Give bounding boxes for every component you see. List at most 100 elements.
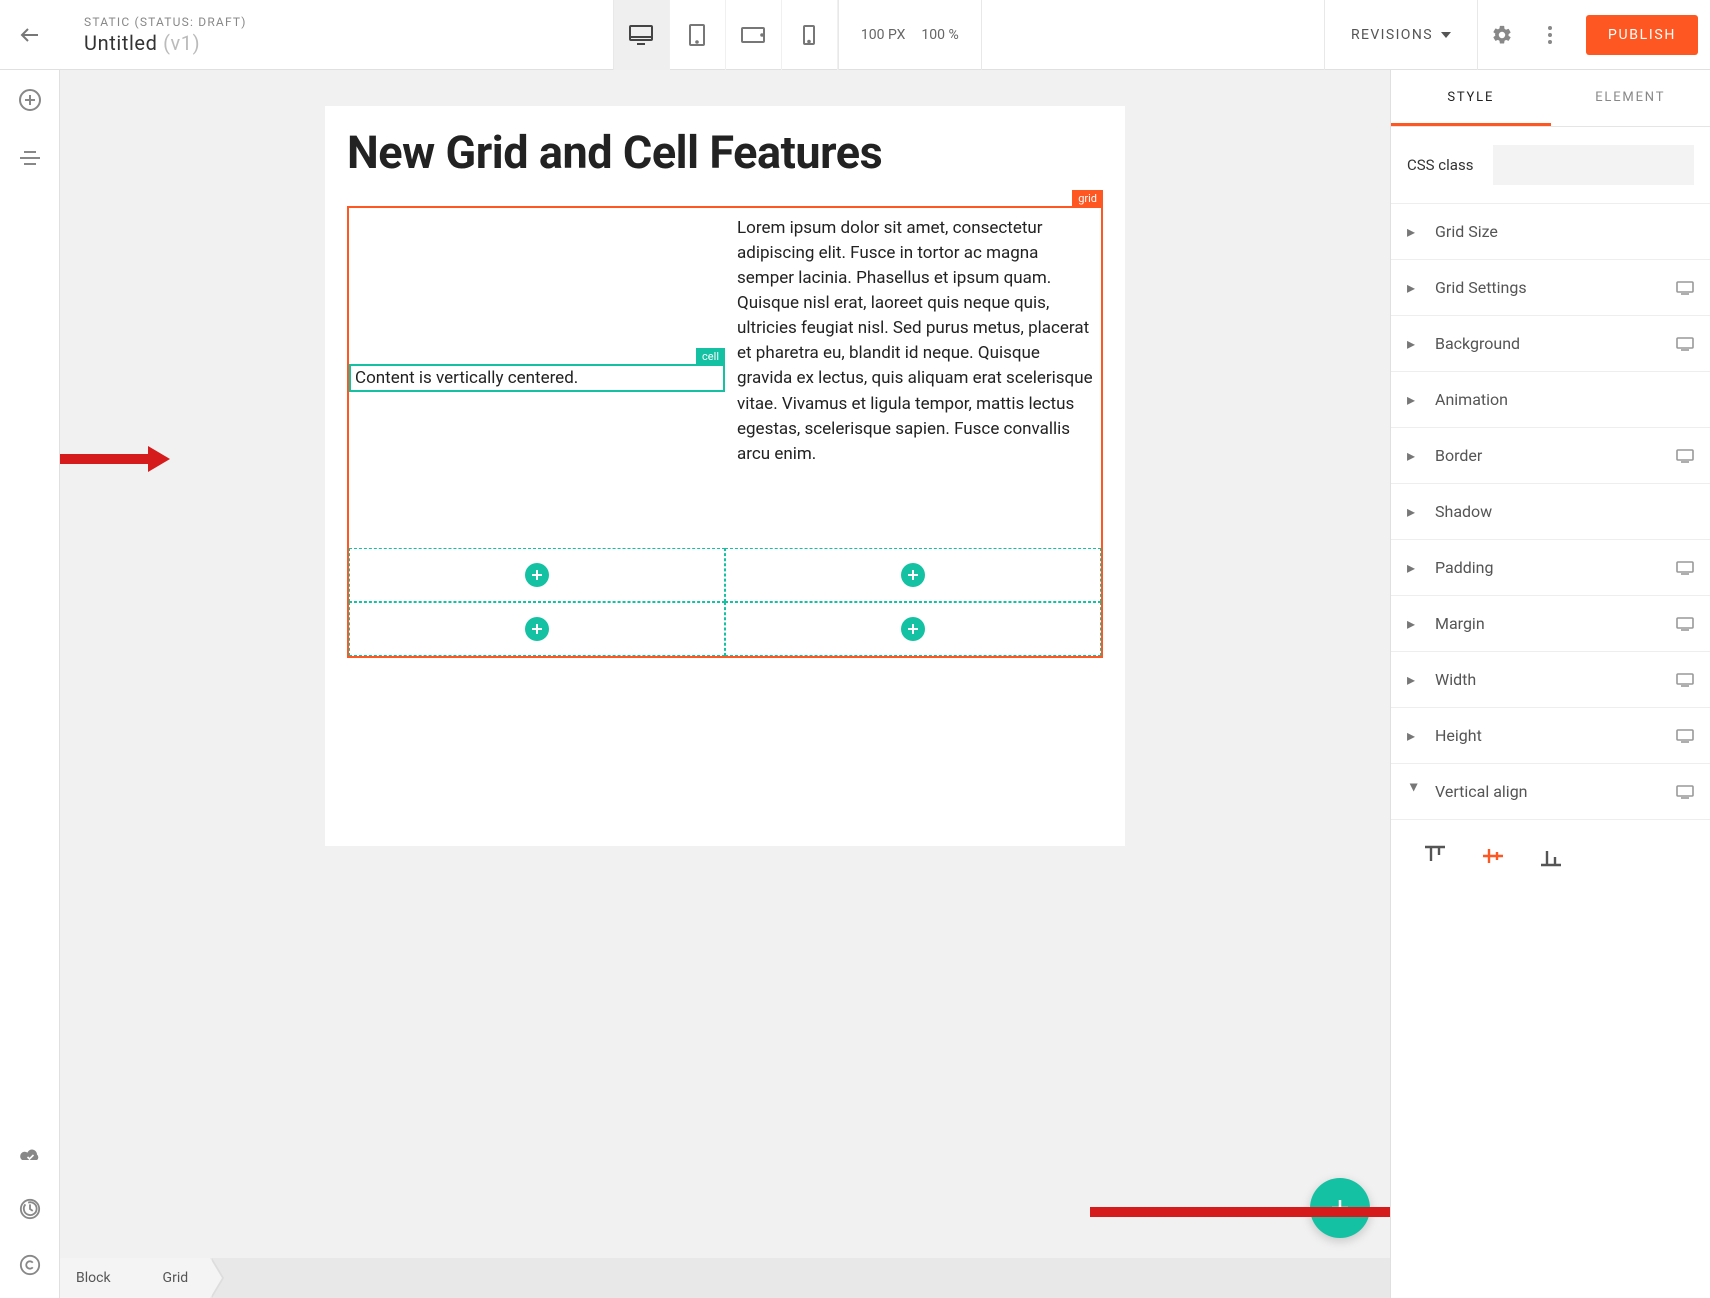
tab-style[interactable]: STYLE xyxy=(1391,70,1551,126)
section-margin[interactable]: ▸ Margin xyxy=(1391,596,1710,652)
css-class-input[interactable] xyxy=(1493,145,1694,185)
grid-element[interactable]: grid cell Content is vertically centered… xyxy=(347,206,1103,658)
plus-icon xyxy=(907,623,919,635)
zoom-info: 100 PX 100 % xyxy=(839,0,982,70)
add-content-button[interactable] xyxy=(525,617,549,641)
caret-down-icon xyxy=(1441,32,1451,38)
section-height[interactable]: ▸ Height xyxy=(1391,708,1710,764)
chevron-right-icon: ▸ xyxy=(1407,222,1423,241)
plus-icon xyxy=(907,569,919,581)
history-icon xyxy=(19,1198,41,1220)
section-grid-settings[interactable]: ▸ Grid Settings xyxy=(1391,260,1710,316)
canvas[interactable]: New Grid and Cell Features grid cell Con… xyxy=(60,70,1390,1258)
device-tablet-portrait-button[interactable] xyxy=(670,0,726,70)
topbar: STATIC (STATUS: DRAFT) Untitled (v1) 100… xyxy=(0,0,1710,70)
centered-text: Content is vertically centered. xyxy=(355,368,719,388)
chevron-right-icon: ▸ xyxy=(1407,390,1423,409)
align-bottom-button[interactable] xyxy=(1537,842,1565,870)
add-content-button[interactable] xyxy=(901,617,925,641)
mobile-icon xyxy=(802,24,816,46)
right-panel: STYLE ELEMENT CSS class ▸ Grid Size ▸ Gr… xyxy=(1390,70,1710,1298)
left-rail xyxy=(0,70,60,1298)
device-indicator-icon xyxy=(1676,785,1694,799)
device-indicator-icon xyxy=(1676,281,1694,295)
publish-button[interactable]: PUBLISH xyxy=(1586,15,1698,55)
plus-icon xyxy=(531,623,543,635)
page-heading: New Grid and Cell Features xyxy=(347,128,1103,178)
align-bottom-icon xyxy=(1540,845,1562,867)
section-background[interactable]: ▸ Background xyxy=(1391,316,1710,372)
empty-cell[interactable] xyxy=(725,602,1101,656)
section-grid-size[interactable]: ▸ Grid Size xyxy=(1391,204,1710,260)
lorem-text: Lorem ipsum dolor sit amet, consectetur … xyxy=(737,218,1093,464)
tab-element[interactable]: ELEMENT xyxy=(1551,70,1710,126)
outline-button[interactable] xyxy=(19,150,41,166)
fab-add-button[interactable] xyxy=(1310,1178,1370,1238)
device-desktop-button[interactable] xyxy=(614,0,670,70)
more-button[interactable] xyxy=(1526,0,1574,70)
back-button[interactable] xyxy=(0,0,60,70)
section-padding[interactable]: ▸ Padding xyxy=(1391,540,1710,596)
add-content-button[interactable] xyxy=(901,563,925,587)
plus-circle-icon xyxy=(18,88,42,112)
history-button[interactable] xyxy=(19,1198,41,1220)
device-indicator-icon xyxy=(1676,617,1694,631)
section-shadow[interactable]: ▸ Shadow xyxy=(1391,484,1710,540)
section-vertical-align[interactable]: ▸ Vertical align xyxy=(1391,764,1710,820)
page: New Grid and Cell Features grid cell Con… xyxy=(325,106,1125,846)
align-middle-button[interactable] xyxy=(1479,842,1507,870)
chevron-right-icon: ▸ xyxy=(1407,614,1423,633)
chevron-right-icon: ▸ xyxy=(1407,558,1423,577)
tablet-landscape-icon xyxy=(740,26,766,44)
chevron-right-icon: ▸ xyxy=(1407,278,1423,297)
page-title: Untitled (v1) xyxy=(84,31,247,55)
css-class-label: CSS class xyxy=(1407,156,1481,174)
grid-cell-right[interactable]: Lorem ipsum dolor sit amet, consectetur … xyxy=(725,208,1101,548)
lines-icon xyxy=(19,150,41,166)
grid-label: grid xyxy=(1072,190,1103,207)
chevron-right-icon: ▸ xyxy=(1407,446,1423,465)
chevron-right-icon: ▸ xyxy=(1407,502,1423,521)
device-indicator-icon xyxy=(1676,561,1694,575)
crumb-block[interactable]: Block xyxy=(60,1258,133,1298)
gear-icon xyxy=(1491,24,1513,46)
chevron-right-icon: ▸ xyxy=(1407,670,1423,689)
align-top-button[interactable] xyxy=(1421,842,1449,870)
device-tablet-landscape-button[interactable] xyxy=(726,0,782,70)
empty-cell[interactable] xyxy=(349,602,725,656)
kebab-icon xyxy=(1548,26,1552,44)
device-indicator-icon xyxy=(1676,673,1694,687)
zoom-pct: 100 % xyxy=(921,27,958,43)
revisions-button[interactable]: REVISIONS xyxy=(1324,0,1478,70)
annotation-arrow-1 xyxy=(60,448,176,470)
cloud-check-icon xyxy=(18,1146,42,1164)
tablet-portrait-icon xyxy=(687,23,707,47)
css-class-row: CSS class xyxy=(1391,127,1710,204)
grid-cell-left[interactable]: cell Content is vertically centered. xyxy=(349,208,725,548)
chevron-down-icon: ▸ xyxy=(1406,784,1425,800)
section-width[interactable]: ▸ Width xyxy=(1391,652,1710,708)
cloud-save-button[interactable] xyxy=(18,1146,42,1164)
section-border[interactable]: ▸ Border xyxy=(1391,428,1710,484)
device-indicator-icon xyxy=(1676,729,1694,743)
cell-label: cell xyxy=(696,348,725,365)
chevron-right-icon: ▸ xyxy=(1407,726,1423,745)
status-line: STATIC (STATUS: DRAFT) xyxy=(84,15,247,29)
device-mobile-button[interactable] xyxy=(782,0,838,70)
empty-cell[interactable] xyxy=(349,548,725,602)
device-buttons xyxy=(613,0,839,70)
copyright-button[interactable] xyxy=(19,1254,41,1276)
add-element-button[interactable] xyxy=(18,88,42,112)
vertical-align-options xyxy=(1391,820,1710,896)
empty-cell[interactable] xyxy=(725,548,1101,602)
chevron-right-icon: ▸ xyxy=(1407,334,1423,353)
cell-selection: cell Content is vertically centered. xyxy=(349,364,725,392)
section-animation[interactable]: ▸ Animation xyxy=(1391,372,1710,428)
zoom-px: 100 PX xyxy=(861,27,905,43)
plus-icon xyxy=(531,569,543,581)
panel-tabs: STYLE ELEMENT xyxy=(1391,70,1710,127)
settings-button[interactable] xyxy=(1478,0,1526,70)
desktop-icon xyxy=(628,24,654,46)
add-content-button[interactable] xyxy=(525,563,549,587)
align-middle-icon xyxy=(1482,845,1504,867)
